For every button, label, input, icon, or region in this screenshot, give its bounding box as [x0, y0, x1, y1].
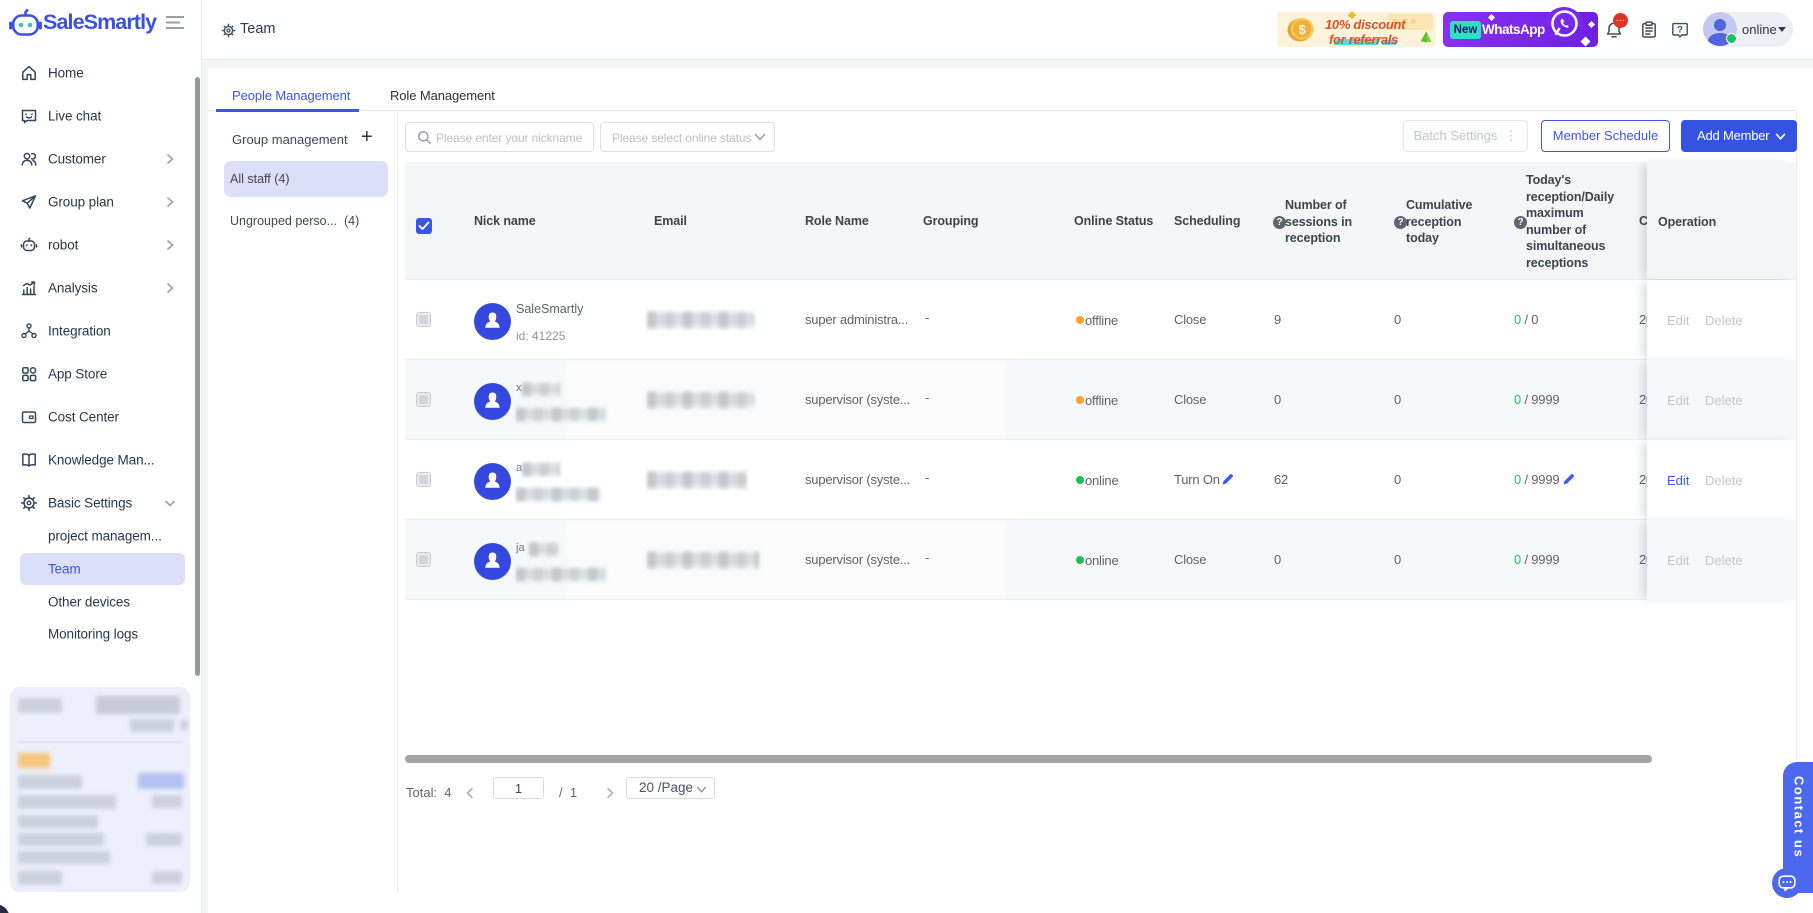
svg-text:?: ? — [1677, 24, 1683, 35]
svg-text:$: $ — [1299, 22, 1307, 37]
